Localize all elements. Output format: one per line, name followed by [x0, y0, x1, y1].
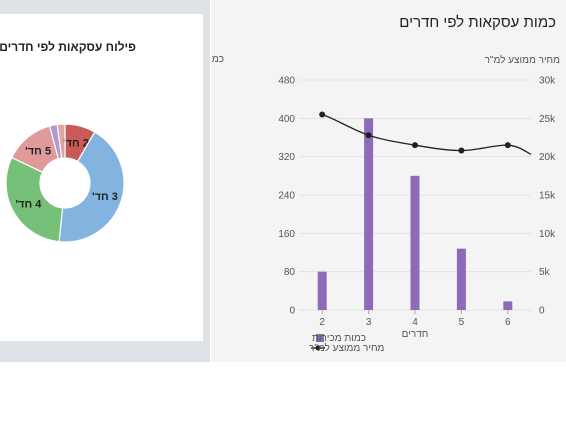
y-tick-label: 400 — [278, 114, 295, 125]
pie-slice — [58, 131, 125, 243]
y2-tick-label: 30k — [539, 76, 556, 87]
y-tick-label: 0 — [289, 306, 295, 317]
line-point — [504, 142, 511, 149]
bar — [456, 248, 466, 310]
y2-tick-label: 25k — [539, 114, 556, 125]
legend-line-marker — [315, 345, 321, 351]
slice-label: 2 חד' — [63, 137, 89, 149]
combo-chart: 0 80 160 240 320 400 480 0 5k 10k 15k 20k 25k 30k כמות… — [211, 54, 561, 354]
y2-axis-title: מחיר ממוצע למ"ר — [485, 54, 561, 66]
legend-bar-label: כמות מכירות — [312, 333, 366, 344]
legend-bar-swatch — [316, 334, 324, 342]
x-tick-label: 6 — [505, 317, 511, 328]
y-tick-label: 240 — [278, 191, 295, 202]
pie-slice — [5, 156, 64, 243]
line-point — [365, 132, 372, 139]
line-point — [319, 111, 326, 118]
y2-tick-label: 5k — [539, 267, 551, 278]
donut-chart: 2 חד' 3 חד' 4 חד' 5 חד' — [5, 123, 125, 243]
y2-tick-label: 10k — [539, 229, 556, 240]
legend-line-label: מחיר ממוצע למ"ר — [309, 342, 385, 354]
slice-label: 5 חד' — [25, 146, 51, 158]
y-tick-label: 320 — [278, 152, 295, 163]
y-tick-label: 480 — [278, 76, 295, 87]
slice-label: 4 חד' — [15, 199, 42, 211]
bar — [364, 118, 374, 310]
x-tick-label: 4 — [412, 317, 418, 328]
bar-chart-panel: 0 80 160 240 320 400 480 0 5k 10k 15k 20k 25k 30k כמות… — [211, 0, 566, 362]
bar — [410, 175, 420, 310]
bar — [503, 301, 513, 310]
y-tick-label: 80 — [284, 267, 296, 278]
slice-label: 3 חד' — [92, 191, 118, 203]
y2-tick-label: 15k — [539, 191, 556, 202]
y-axis-title: כמות עסקאות — [211, 54, 224, 65]
line-point — [458, 147, 465, 154]
price-line — [322, 113, 532, 155]
y-tick-label: 160 — [278, 229, 295, 240]
y2-tick-label: 0 — [539, 306, 545, 317]
line-point — [412, 142, 418, 149]
x-tick-label: 5 — [459, 317, 465, 328]
x-tick-label: 3 — [366, 317, 372, 328]
bar-chart-title: כמות עסקאות לפי חדרים — [399, 14, 556, 31]
pie-chart-title: פילוח עסקאות לפי חדרים — [0, 40, 136, 54]
bar — [317, 271, 327, 310]
pie-slice — [56, 123, 66, 159]
y2-tick-label: 20k — [539, 152, 556, 163]
x-tick-label: 2 — [319, 317, 325, 328]
x-axis-title: חדרים — [402, 329, 429, 340]
